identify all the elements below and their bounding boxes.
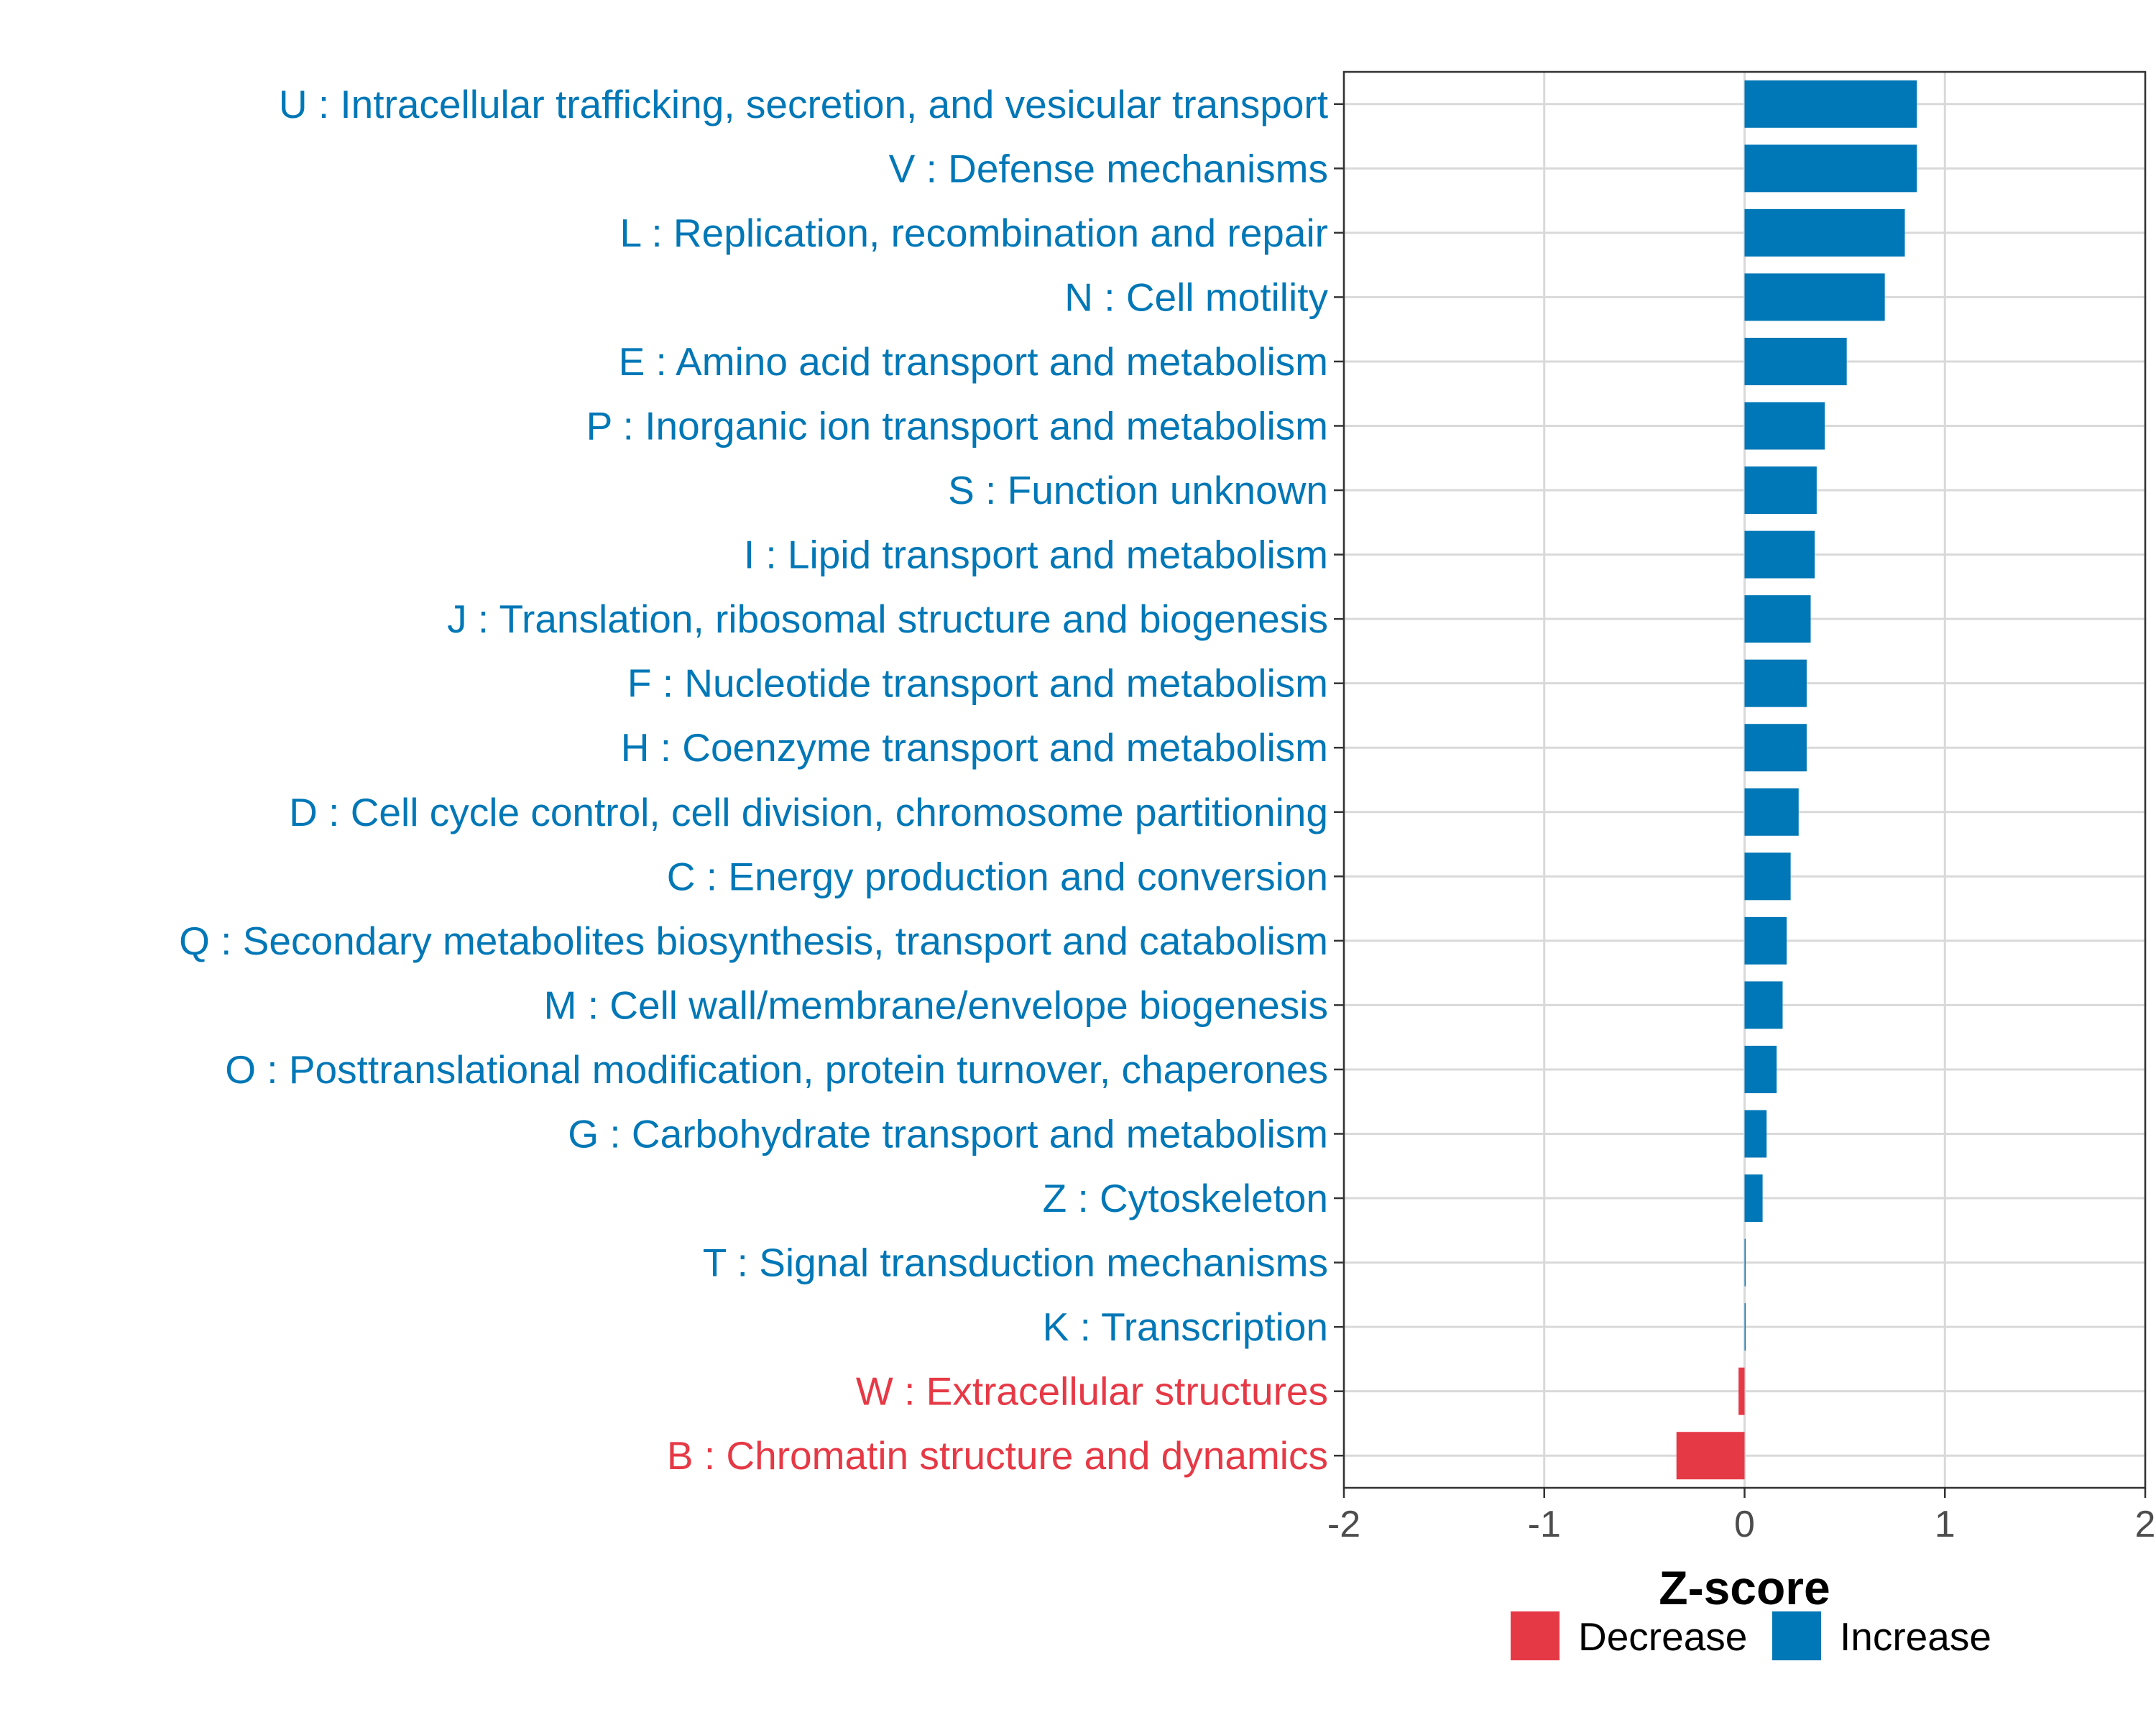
category-label-11: D : Cell cycle control, cell division, c… bbox=[289, 790, 1328, 834]
x-tick-label-0: -2 bbox=[1327, 1504, 1360, 1545]
category-label-8: J : Translation, ribosomal structure and… bbox=[447, 597, 1328, 641]
category-label-13: Q : Secondary metabolites biosynthesis, … bbox=[179, 919, 1328, 963]
bar-1 bbox=[1744, 144, 1917, 193]
x-tick-label-2: 0 bbox=[1734, 1504, 1755, 1545]
category-label-4: E : Amino acid transport and metabolism bbox=[619, 339, 1328, 384]
bars bbox=[1676, 80, 1917, 1480]
category-label-9: F : Nucleotide transport and metabolism bbox=[627, 661, 1328, 706]
bar-3 bbox=[1744, 273, 1885, 321]
legend: Decrease Increase bbox=[1511, 1611, 1991, 1660]
legend-label-0: Decrease bbox=[1578, 1614, 1747, 1659]
legend-label-1: Increase bbox=[1840, 1614, 1991, 1659]
bar-16 bbox=[1744, 1110, 1767, 1158]
x-tick-label-4: 2 bbox=[2135, 1504, 2156, 1545]
category-label-16: G : Carbohydrate transport and metabolis… bbox=[568, 1112, 1328, 1156]
category-label-18: T : Signal transduction mechanisms bbox=[703, 1241, 1328, 1285]
bar-2 bbox=[1744, 208, 1905, 257]
x-tick-label-3: 1 bbox=[1935, 1504, 1955, 1545]
category-label-5: P : Inorganic ion transport and metaboli… bbox=[586, 404, 1328, 448]
legend-swatch-0 bbox=[1511, 1611, 1560, 1660]
bar-0 bbox=[1744, 80, 1917, 128]
y-axis-ticks bbox=[1334, 103, 1344, 1457]
bar-15 bbox=[1744, 1045, 1777, 1093]
bar-10 bbox=[1744, 724, 1807, 772]
category-label-10: H : Coenzyme transport and metabolism bbox=[621, 725, 1328, 770]
category-label-2: L : Replication, recombination and repai… bbox=[620, 211, 1328, 255]
category-label-1: V : Defense mechanisms bbox=[889, 146, 1328, 190]
bar-11 bbox=[1744, 788, 1799, 836]
bar-6 bbox=[1744, 466, 1817, 515]
bar-20 bbox=[1738, 1367, 1745, 1415]
x-tick-label-1: -1 bbox=[1528, 1504, 1561, 1545]
category-label-6: S : Function unknown bbox=[948, 468, 1328, 512]
legend-swatch-1 bbox=[1772, 1611, 1821, 1660]
bar-17 bbox=[1744, 1174, 1763, 1223]
x-axis: -2 -1 0 1 2 bbox=[1327, 1488, 2156, 1545]
category-label-14: M : Cell wall/membrane/envelope biogenes… bbox=[544, 983, 1328, 1027]
bar-9 bbox=[1744, 659, 1807, 707]
category-label-20: W : Extracellular structures bbox=[856, 1369, 1328, 1414]
bar-5 bbox=[1744, 402, 1825, 450]
category-label-12: C : Energy production and conversion bbox=[667, 854, 1328, 898]
category-label-3: N : Cell motility bbox=[1064, 275, 1328, 319]
category-labels: U : Intracellular trafficking, secretion… bbox=[179, 82, 1328, 1478]
bar-13 bbox=[1744, 916, 1787, 965]
category-label-19: K : Transcription bbox=[1043, 1305, 1328, 1349]
category-label-0: U : Intracellular trafficking, secretion… bbox=[279, 82, 1328, 126]
bar-21 bbox=[1676, 1432, 1745, 1480]
category-label-17: Z : Cytoskeleton bbox=[1043, 1176, 1328, 1220]
bar-7 bbox=[1744, 530, 1815, 579]
bar-19 bbox=[1744, 1303, 1746, 1351]
x-axis-title: Z-score bbox=[1659, 1561, 1830, 1614]
category-label-21: B : Chromatin structure and dynamics bbox=[667, 1433, 1328, 1478]
bar-14 bbox=[1744, 981, 1783, 1029]
category-label-15: O : Posttranslational modification, prot… bbox=[225, 1047, 1328, 1092]
bar-4 bbox=[1744, 337, 1847, 385]
bar-12 bbox=[1744, 852, 1791, 901]
bar-18 bbox=[1744, 1238, 1746, 1287]
category-label-7: I : Lipid transport and metabolism bbox=[744, 533, 1328, 577]
bar-8 bbox=[1744, 595, 1811, 643]
